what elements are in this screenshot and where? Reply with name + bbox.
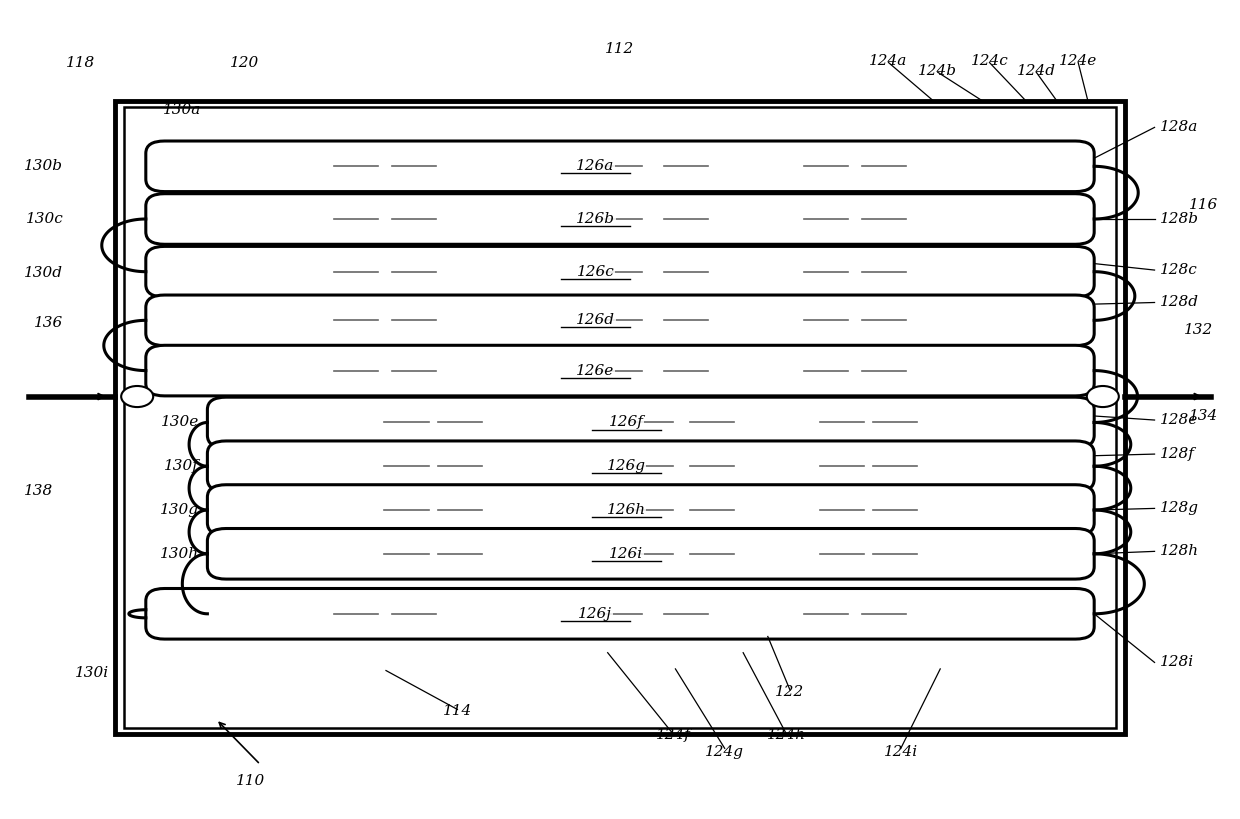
Text: 124e: 124e [1059,54,1097,68]
Text: 128f: 128f [1159,447,1194,461]
Text: 124c: 124c [971,54,1008,68]
Text: 126j: 126j [578,607,613,621]
Text: 138: 138 [25,483,53,498]
Text: 132: 132 [1184,323,1214,337]
FancyBboxPatch shape [207,485,1094,536]
Text: 126g: 126g [606,459,646,473]
Text: 128g: 128g [1159,501,1199,515]
Text: 126e: 126e [577,364,615,378]
Text: 128h: 128h [1159,545,1199,559]
Text: 120: 120 [229,56,259,70]
Text: 116: 116 [1189,198,1218,212]
Text: 126d: 126d [575,314,615,328]
Text: 128i: 128i [1159,655,1194,669]
FancyBboxPatch shape [146,141,1094,192]
Polygon shape [115,102,1125,734]
Text: 124f: 124f [656,728,691,742]
Text: 126h: 126h [606,503,646,517]
Text: 126i: 126i [609,547,644,561]
Text: 110: 110 [236,774,265,788]
Text: 130g: 130g [160,503,198,517]
FancyBboxPatch shape [207,528,1094,579]
Text: 130b: 130b [25,160,63,174]
Text: 134: 134 [1189,409,1218,423]
Text: 114: 114 [443,704,472,718]
Text: 126c: 126c [577,265,614,278]
Text: 128c: 128c [1159,263,1197,277]
Text: 128d: 128d [1159,296,1199,310]
FancyBboxPatch shape [146,247,1094,297]
Text: 124d: 124d [1017,64,1055,78]
Text: 118: 118 [66,56,95,70]
Text: 124b: 124b [919,64,957,78]
Text: 130i: 130i [74,666,109,680]
FancyBboxPatch shape [146,589,1094,639]
Text: 128e: 128e [1159,413,1198,427]
Text: 130d: 130d [25,266,63,280]
Text: 130c: 130c [26,212,63,226]
Text: 124g: 124g [706,744,744,758]
Text: 130e: 130e [160,415,198,429]
Text: 124a: 124a [869,54,908,68]
FancyBboxPatch shape [146,346,1094,396]
Text: 128a: 128a [1159,120,1198,134]
FancyBboxPatch shape [146,194,1094,244]
Text: 112: 112 [605,42,635,56]
Text: 130a: 130a [162,102,201,116]
FancyBboxPatch shape [207,397,1094,448]
Text: 126f: 126f [609,415,644,429]
Text: 124h: 124h [766,728,806,742]
Text: 130h: 130h [160,547,198,561]
FancyBboxPatch shape [146,295,1094,346]
Text: 124i: 124i [884,744,918,758]
Text: 128b: 128b [1159,212,1199,226]
Text: 126b: 126b [575,212,615,226]
Text: 130f: 130f [164,459,198,473]
Text: 136: 136 [33,316,63,330]
FancyBboxPatch shape [207,441,1094,491]
Text: 122: 122 [775,685,805,699]
Text: 126a: 126a [577,160,615,174]
Circle shape [1086,386,1118,407]
Circle shape [122,386,154,407]
